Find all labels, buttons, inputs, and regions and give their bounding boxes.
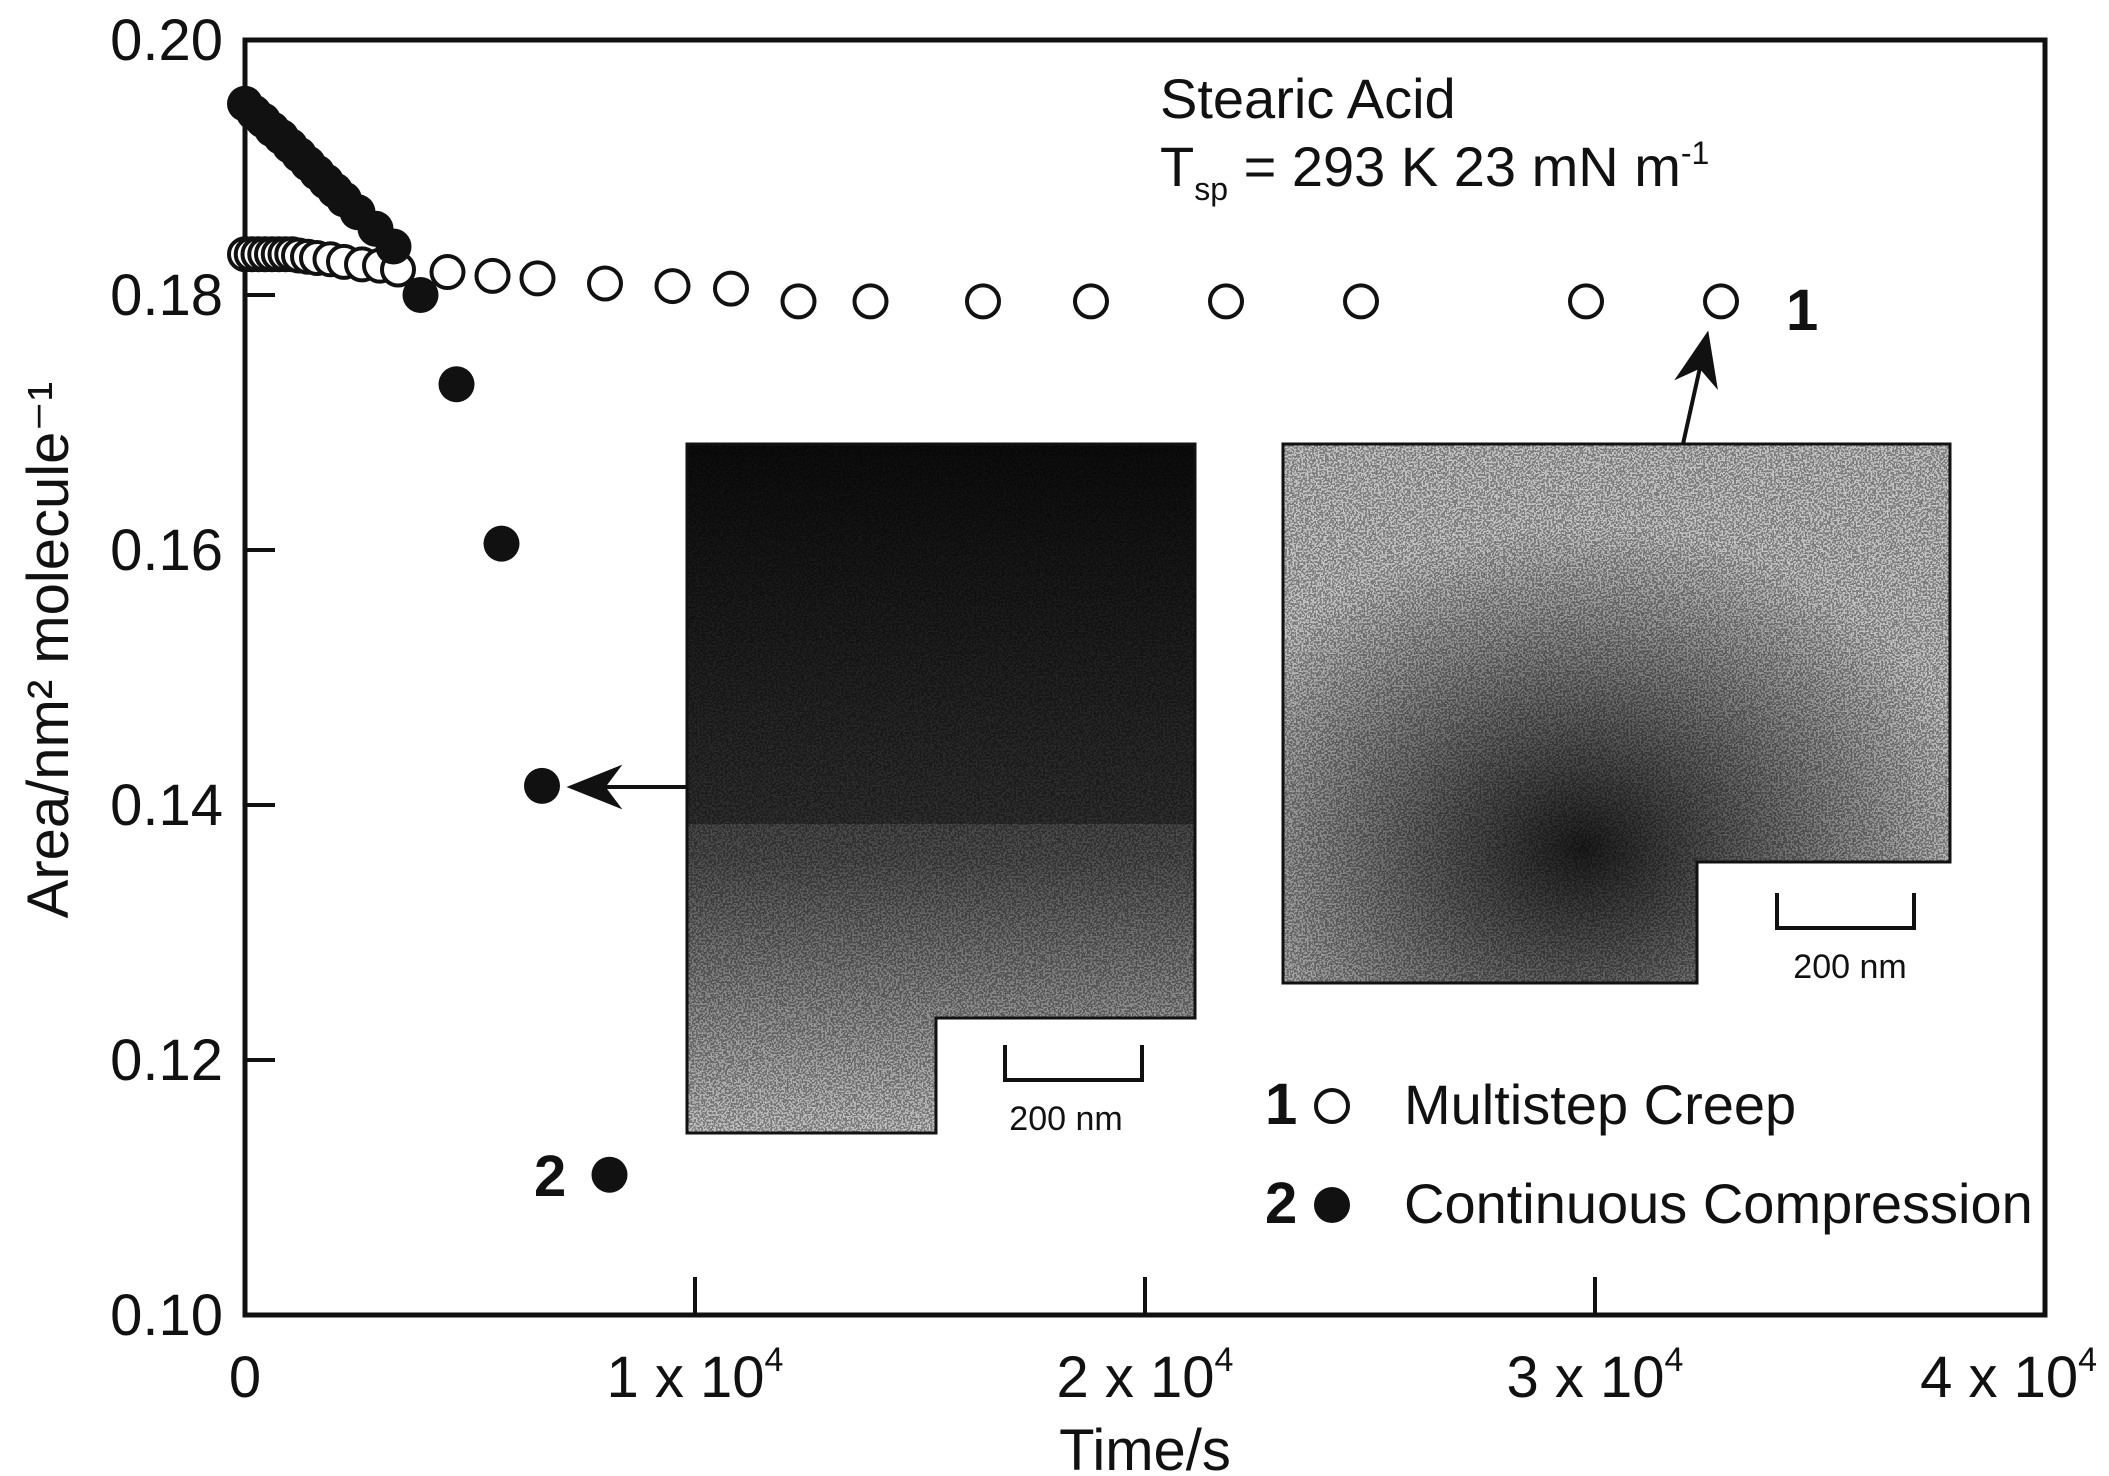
x-axis-title: Time/s	[1059, 1418, 1231, 1476]
legend-marker-filled-circle	[1314, 1187, 1350, 1223]
inset-micrograph-continuous-compression: 200 nm	[566, 442, 1197, 1138]
point-multistep-creep	[429, 254, 466, 291]
point-multistep-creep	[474, 257, 511, 294]
point-multistep-creep	[780, 283, 817, 320]
legend-number-2: 2	[1265, 1171, 1297, 1236]
x-tick-label: 1 x 104	[607, 1341, 784, 1410]
x-axis: 0 1 x 104 2 x 104 3 x 104 4 x 104	[229, 1277, 2097, 1410]
x-tick-label: 0	[229, 1345, 261, 1410]
y-tick-label: 0.12	[110, 1028, 223, 1093]
scale-bar-left-label: 200 nm	[1009, 1100, 1122, 1138]
y-tick-label: 0.16	[110, 518, 223, 583]
point-continuous-compression	[375, 228, 412, 265]
series-continuous-compression	[227, 85, 628, 1193]
x-tick-label: 2 x 104	[1057, 1341, 1234, 1410]
point-multistep-creep	[965, 283, 1001, 320]
annotation-symbol: T	[1160, 135, 1194, 198]
point-label-2: 2	[534, 1144, 566, 1209]
y-axis: 0.10 0.12 0.14 0.16 0.18 0.20	[110, 8, 275, 1348]
inset-border-left	[685, 442, 1197, 1135]
legend-label-1: Multistep Creep	[1404, 1073, 1796, 1136]
y-tick-label: 0.20	[110, 8, 223, 73]
legend-number-1: 1	[1265, 1072, 1297, 1137]
y-tick-label: 0.14	[110, 773, 223, 838]
annotation: Stearic Acid Tsp = 293 K 23 mN m-1	[1160, 67, 1709, 207]
scale-bar-left	[1003, 1045, 1144, 1082]
y-tick-label: 0.10	[110, 1283, 223, 1348]
y-tick-label: 0.18	[110, 263, 223, 328]
point-continuous-compression	[483, 525, 520, 562]
point-multistep-creep	[654, 268, 691, 305]
legend-label-2: Continuous Compression	[1404, 1172, 2033, 1235]
point-multistep-creep	[1703, 283, 1739, 320]
arrow-to-series-1	[1674, 330, 1718, 445]
x-tick-label: 4 x 104	[1920, 1341, 2097, 1410]
scale-bar-right-label: 200 nm	[1793, 948, 1906, 986]
annotation-value: = 293 K 23 mN m	[1228, 135, 1681, 198]
point-multistep-creep	[1073, 283, 1109, 320]
point-multistep-creep	[852, 283, 889, 320]
annotation-superscript: -1	[1681, 135, 1709, 171]
annotation-line1: Stearic Acid	[1160, 67, 1456, 130]
point-multistep-creep	[1208, 283, 1244, 320]
annotation-line2: Tsp = 293 K 23 mN m-1	[1160, 135, 1709, 207]
inset-border-right	[1281, 442, 1952, 985]
point-multistep-creep	[519, 260, 556, 297]
point-continuous-compression	[438, 366, 475, 403]
inset-micrograph-multistep-creep: 200 nm	[1281, 330, 1952, 986]
point-label-1: 1	[1786, 278, 1818, 343]
legend: 1 Multistep Creep 2 Continuous Compressi…	[1265, 1072, 2033, 1236]
point-continuous-compression	[402, 277, 439, 313]
point-multistep-creep	[713, 270, 749, 307]
point-continuous-compression	[591, 1156, 628, 1193]
y-axis-title: Area/nm² molecule⁻¹	[16, 382, 81, 919]
x-tick-label: 3 x 104	[1507, 1341, 1684, 1410]
point-multistep-creep	[587, 265, 623, 302]
point-multistep-creep	[1568, 283, 1604, 320]
series-multistep-creep	[227, 236, 1739, 320]
point-multistep-creep	[1343, 283, 1379, 320]
point-continuous-compression	[524, 767, 560, 804]
annotation-subscript: sp	[1194, 171, 1228, 207]
legend-marker-open-circle	[1314, 1088, 1350, 1124]
scale-bar-right	[1775, 893, 1916, 930]
